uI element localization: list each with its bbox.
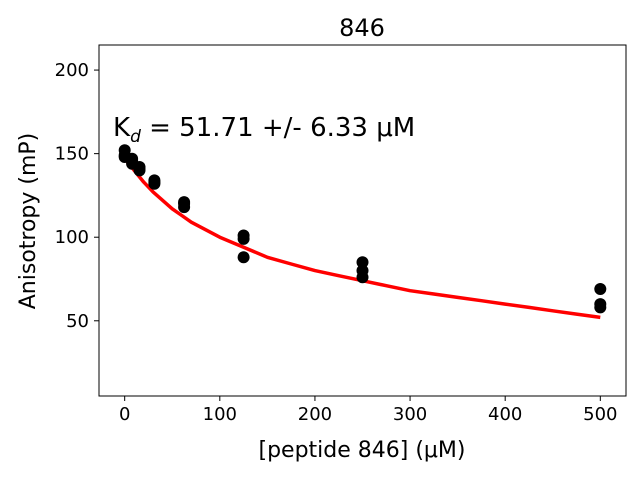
x-tick-label: 200 — [298, 404, 332, 425]
data-points-layer — [118, 144, 607, 314]
chart-title: 846 — [339, 14, 385, 42]
plot-frame — [98, 44, 627, 397]
kd-annotation-value: = 51.71 +/- 6.33 μM — [141, 113, 415, 143]
data-point — [594, 301, 607, 314]
x-tick-label: 300 — [393, 404, 427, 425]
data-point — [178, 201, 191, 214]
x-axis-label: [peptide 846] (μM) — [259, 438, 466, 463]
data-point — [356, 256, 369, 269]
data-point — [237, 232, 250, 245]
y-tick-label: 200 — [55, 60, 89, 81]
y-tick-label: 100 — [55, 227, 89, 248]
x-tick-label: 0 — [119, 404, 130, 425]
x-tick-label: 400 — [488, 404, 522, 425]
fit-curve-layer — [123, 157, 601, 320]
data-point — [148, 177, 161, 190]
fit-curve — [123, 157, 601, 320]
y-axis: 50 100 150 200 — [55, 60, 99, 332]
y-axis-label: Anisotropy (mP) — [16, 133, 41, 310]
x-tick-label: 100 — [203, 404, 237, 425]
kd-annotation-subscript: d — [130, 127, 141, 147]
data-point — [133, 164, 146, 177]
kd-annotation-prefix: K — [113, 113, 131, 143]
y-tick-label: 50 — [66, 311, 89, 332]
x-tick-label: 500 — [583, 404, 617, 425]
data-point — [356, 271, 369, 284]
y-tick-label: 150 — [55, 144, 89, 165]
data-point — [237, 251, 250, 264]
kd-annotation: Kd = 51.71 +/- 6.33 μM — [113, 113, 415, 147]
data-point — [594, 283, 607, 295]
plot-area — [99, 45, 626, 396]
x-axis: 0 100 200 300 400 500 — [119, 396, 617, 425]
